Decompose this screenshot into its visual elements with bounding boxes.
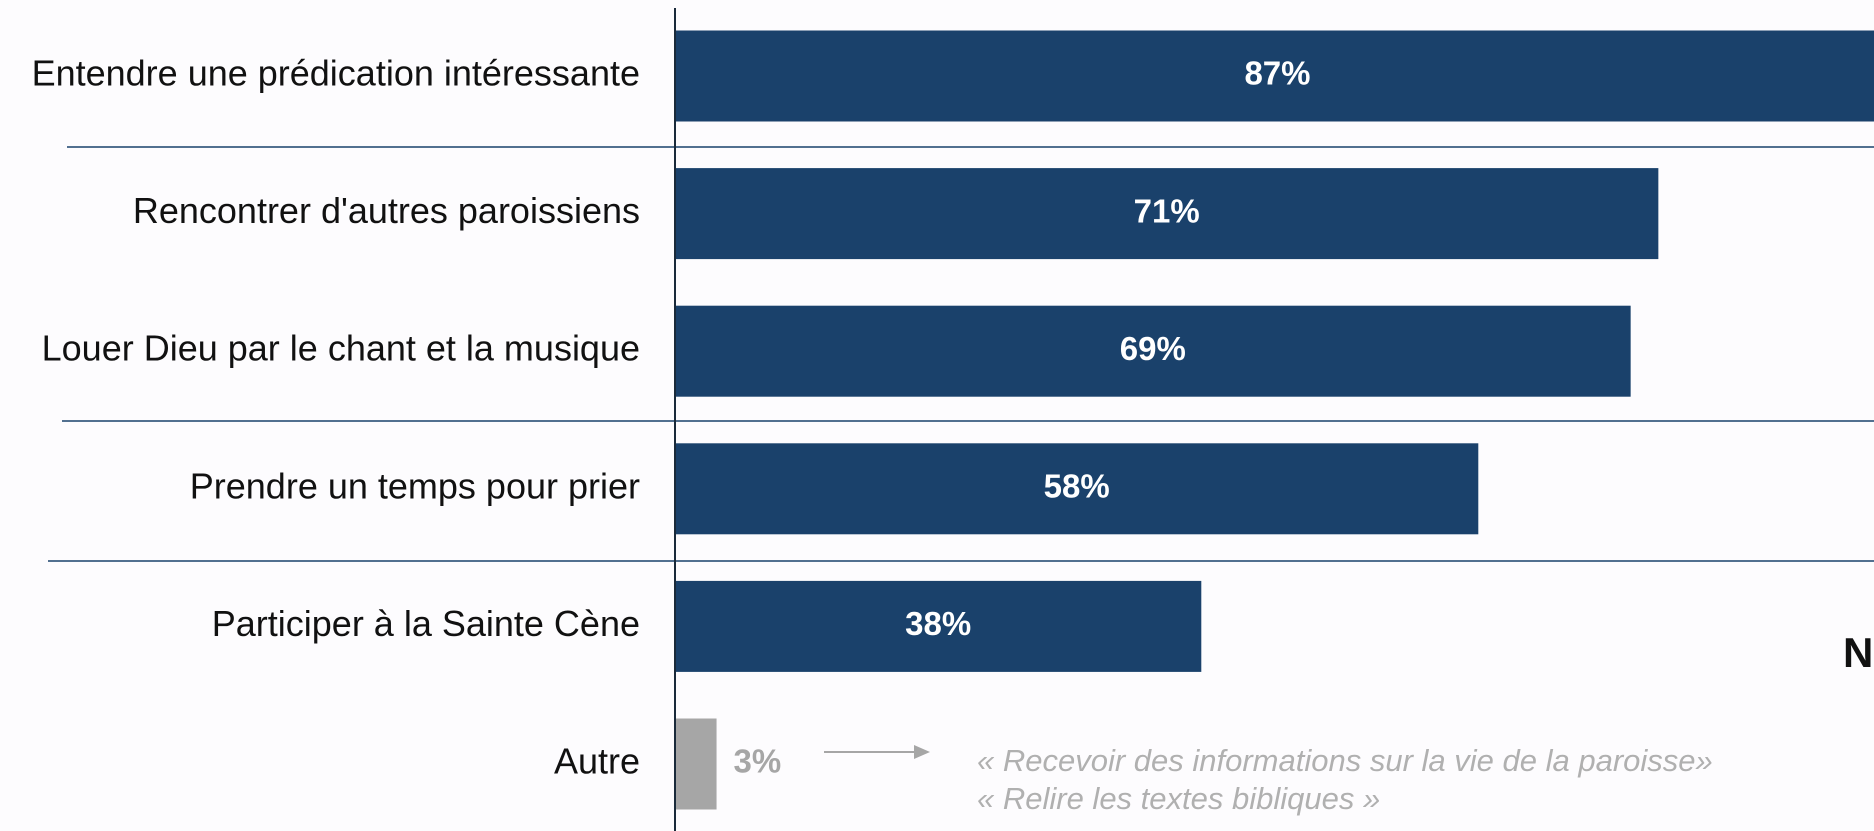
bar (675, 305, 1631, 397)
category-label: Louer Dieu par le chant et la musique (42, 328, 640, 369)
bar (675, 443, 1479, 535)
annotation: « Recevoir des informations sur la vie d… (977, 743, 1713, 778)
category-label: Prendre un temps pour prier (190, 465, 640, 506)
category-label: Entendre une prédication intéressante (32, 53, 640, 94)
category-label: Rencontrer d'autres paroissiens (133, 190, 640, 231)
value-label: 58% (1044, 468, 1110, 505)
annotation: « Relire les textes bibliques » (977, 781, 1380, 816)
category-label: Participer à la Sainte Cène (212, 603, 640, 644)
annotation: N (1843, 629, 1873, 676)
arrow-head (914, 745, 930, 759)
category-label: Autre (554, 741, 640, 782)
value-label: 69% (1120, 330, 1186, 367)
value-label: 38% (905, 605, 971, 642)
value-label: 71% (1134, 192, 1200, 229)
value-label: 87% (1244, 55, 1310, 92)
bar (675, 168, 1659, 260)
bar (675, 580, 1202, 672)
bar (675, 30, 1874, 122)
value-label: 3% (734, 743, 782, 780)
bar (675, 718, 717, 810)
